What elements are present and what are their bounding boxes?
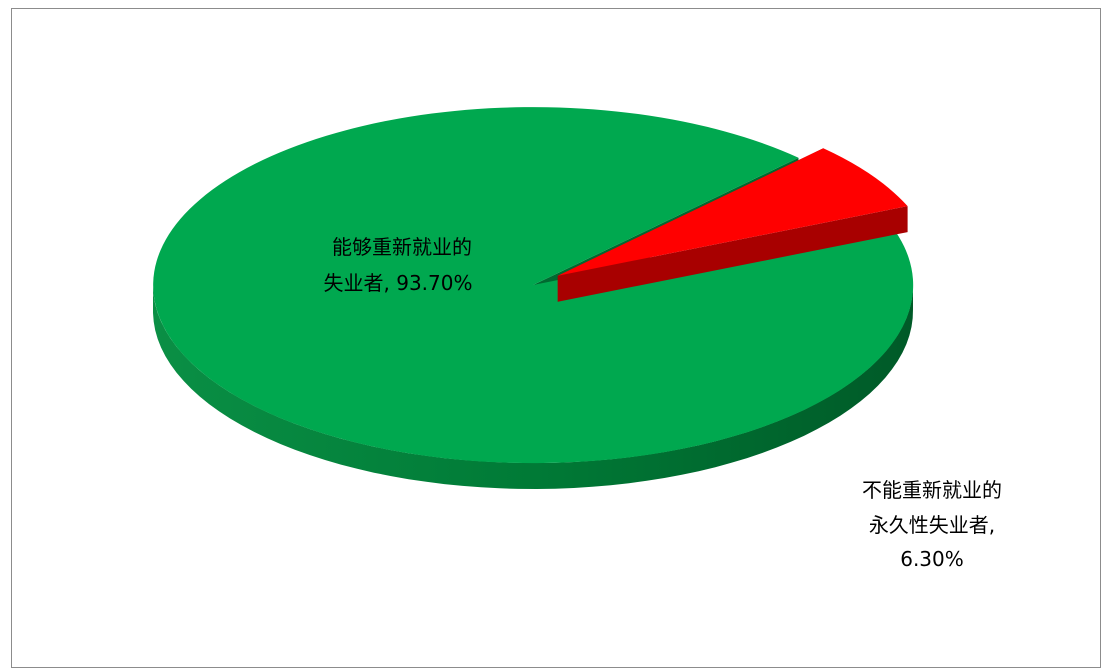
pie-chart: 能够重新就业的 失业者, 93.70% 不能重新就业的 永久性失业者, 6.30… (153, 107, 1002, 571)
labels-layer: 能够重新就业的 失业者, 93.70% 不能重新就业的 永久性失业者, 6.30… (324, 235, 1002, 571)
pie-slice-permanent (557, 148, 908, 302)
slice-label-permanent-line3: 6.30% (900, 547, 964, 571)
slice-label-reemployable-line2: 失业者, 93.70% (324, 271, 473, 295)
slice-label-permanent-line1: 不能重新就业的 (862, 478, 1002, 502)
slices-layer (153, 107, 914, 489)
slice-label-permanent-line2: 永久性失业者, (869, 513, 995, 537)
slice-label-reemployable-line1: 能够重新就业的 (332, 235, 472, 259)
